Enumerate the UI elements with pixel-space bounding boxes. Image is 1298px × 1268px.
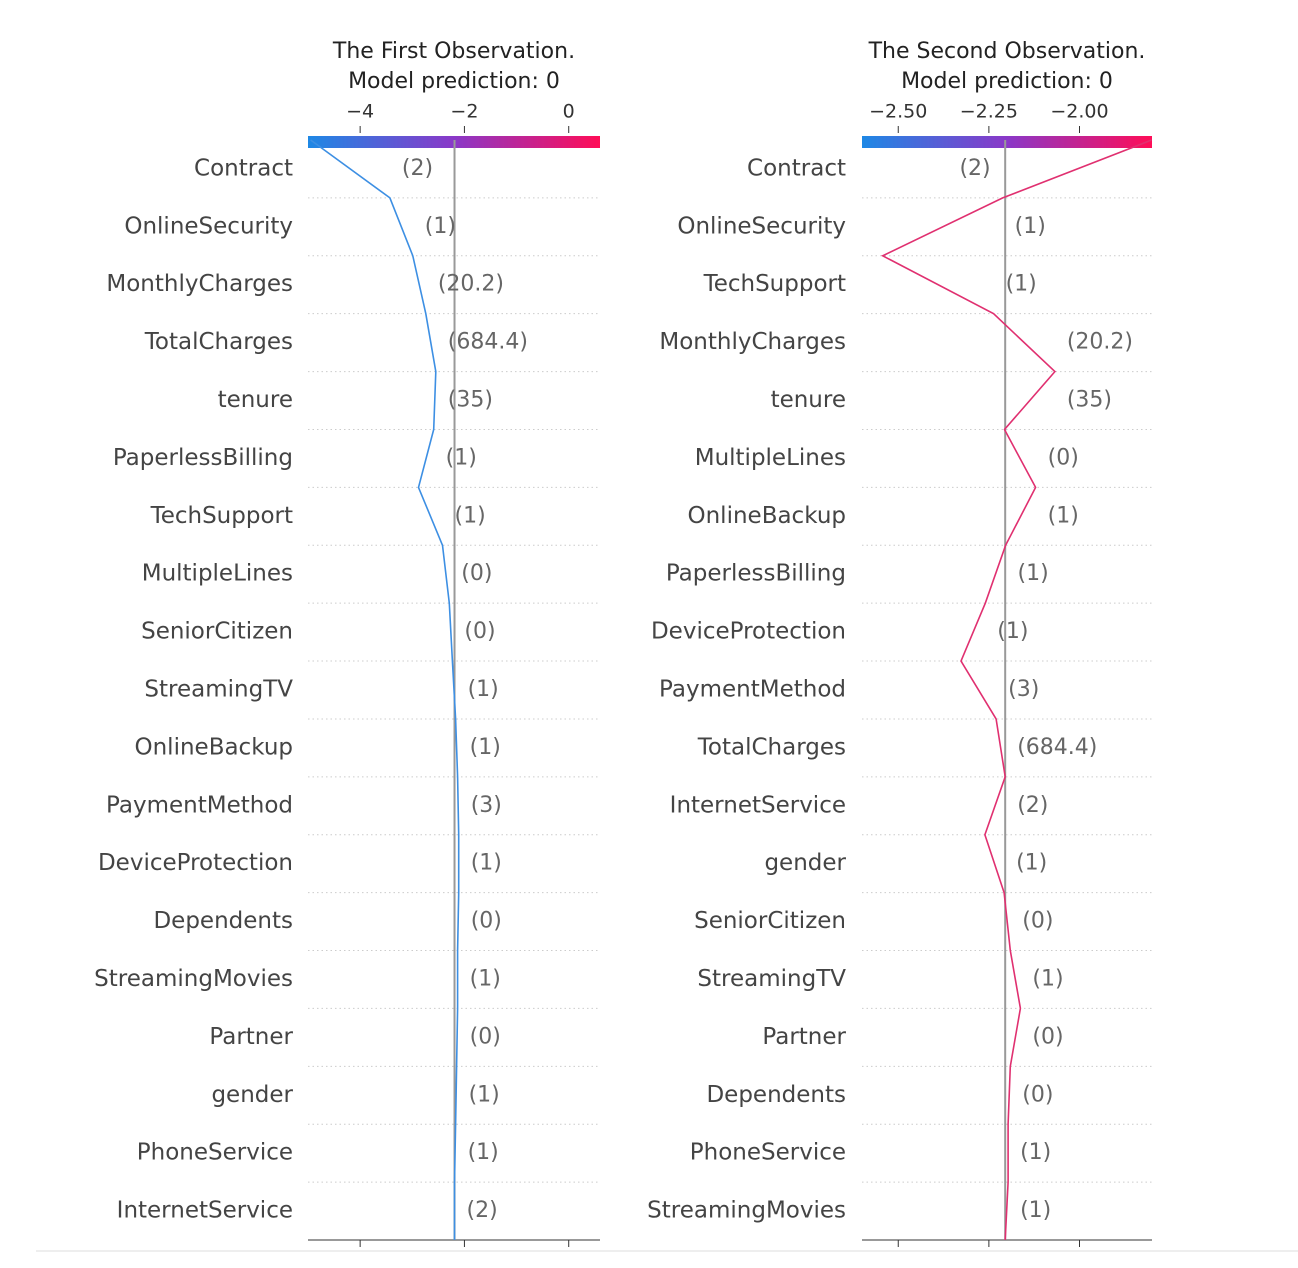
feature-value: (0) — [1032, 1024, 1063, 1049]
feature-value: (1) — [1015, 214, 1046, 239]
feature-value: (1) — [470, 735, 501, 760]
chart-title: The First Observation. — [332, 39, 575, 64]
x-tick-label: −2 — [450, 101, 478, 123]
feature-value: (1) — [1016, 851, 1047, 876]
chart-subtitle: Model prediction: 0 — [348, 69, 560, 94]
feature-value: (3) — [471, 793, 502, 818]
feature-value: (0) — [1022, 1082, 1053, 1107]
feature-name: MultipleLines — [142, 561, 293, 587]
feature-name: SeniorCitizen — [694, 908, 846, 934]
feature-value: (20.2) — [1067, 330, 1133, 355]
decision-line — [310, 139, 460, 1240]
feature-name: InternetService — [117, 1198, 293, 1224]
chart-subtitle: Model prediction: 0 — [901, 69, 1113, 94]
feature-value: (0) — [1022, 909, 1053, 934]
feature-name: MonthlyCharges — [659, 329, 846, 355]
feature-name: OnlineBackup — [135, 734, 294, 760]
feature-value: (0) — [464, 619, 495, 644]
feature-name: Contract — [194, 155, 293, 181]
colorbar — [862, 136, 1152, 148]
feature-name: PaperlessBilling — [113, 445, 293, 471]
feature-name: TechSupport — [150, 503, 293, 529]
x-tick-label: −2.50 — [869, 101, 927, 123]
feature-value: (1) — [455, 503, 486, 528]
feature-value: (0) — [461, 561, 492, 586]
feature-name: SeniorCitizen — [141, 619, 293, 645]
feature-value: (1) — [1048, 503, 1079, 528]
x-tick-label: −2.00 — [1050, 101, 1108, 123]
feature-value: (35) — [1067, 388, 1112, 413]
feature-name: PhoneService — [690, 1140, 846, 1166]
feature-value: (1) — [1032, 966, 1063, 991]
feature-name: StreamingMovies — [647, 1198, 846, 1224]
feature-name: Partner — [209, 1024, 293, 1050]
feature-value: (2) — [959, 156, 990, 181]
feature-name: MultipleLines — [695, 445, 846, 471]
feature-name: Contract — [747, 155, 846, 181]
feature-value: (1) — [997, 619, 1028, 644]
feature-value: (1) — [425, 214, 456, 239]
feature-name: Dependents — [153, 908, 293, 934]
feature-name: TechSupport — [703, 271, 846, 297]
feature-name: PaymentMethod — [659, 677, 846, 703]
decision-line — [880, 139, 1152, 1241]
feature-name: DeviceProtection — [651, 619, 846, 645]
feature-value: (1) — [471, 851, 502, 876]
chart-title: The Second Observation. — [868, 39, 1146, 64]
feature-name: DeviceProtection — [98, 850, 293, 876]
feature-name: StreamingTV — [144, 677, 293, 703]
feature-value: (684.4) — [1017, 735, 1097, 760]
feature-value: (2) — [467, 1198, 498, 1223]
feature-name: PaperlessBilling — [666, 561, 846, 587]
feature-value: (2) — [402, 156, 433, 181]
x-tick-label: 0 — [563, 101, 575, 123]
feature-value: (0) — [470, 1024, 501, 1049]
feature-value: (1) — [1018, 561, 1049, 586]
feature-name: TotalCharges — [144, 329, 293, 355]
feature-value: (1) — [446, 445, 477, 470]
feature-name: gender — [211, 1082, 293, 1108]
feature-value: (1) — [1020, 1140, 1051, 1165]
feature-name: StreamingMovies — [94, 966, 293, 992]
feature-name: StreamingTV — [697, 966, 846, 992]
feature-value: (684.4) — [448, 330, 528, 355]
feature-value: (2) — [1017, 793, 1048, 818]
feature-value: (20.2) — [438, 272, 504, 297]
feature-value: (1) — [1006, 272, 1037, 297]
feature-name: tenure — [771, 387, 846, 413]
feature-value: (1) — [468, 1140, 499, 1165]
feature-name: Dependents — [706, 1082, 846, 1108]
feature-name: gender — [764, 850, 846, 876]
feature-name: OnlineSecurity — [677, 213, 846, 239]
feature-name: InternetService — [670, 792, 846, 818]
feature-name: PhoneService — [137, 1140, 293, 1166]
feature-value: (1) — [470, 966, 501, 991]
feature-value: (1) — [468, 677, 499, 702]
x-tick-label: −2.25 — [960, 101, 1018, 123]
feature-value: (0) — [471, 909, 502, 934]
feature-value: (35) — [448, 388, 493, 413]
feature-value: (1) — [1020, 1198, 1051, 1223]
feature-name: Partner — [762, 1024, 846, 1050]
feature-value: (3) — [1008, 677, 1039, 702]
feature-name: PaymentMethod — [106, 792, 293, 818]
feature-value: (0) — [1048, 445, 1079, 470]
feature-name: tenure — [218, 387, 293, 413]
feature-value: (1) — [469, 1082, 500, 1107]
feature-name: MonthlyCharges — [106, 271, 293, 297]
x-tick-label: −4 — [346, 101, 374, 123]
feature-name: OnlineBackup — [688, 503, 847, 529]
feature-name: OnlineSecurity — [124, 213, 293, 239]
feature-name: TotalCharges — [697, 734, 846, 760]
